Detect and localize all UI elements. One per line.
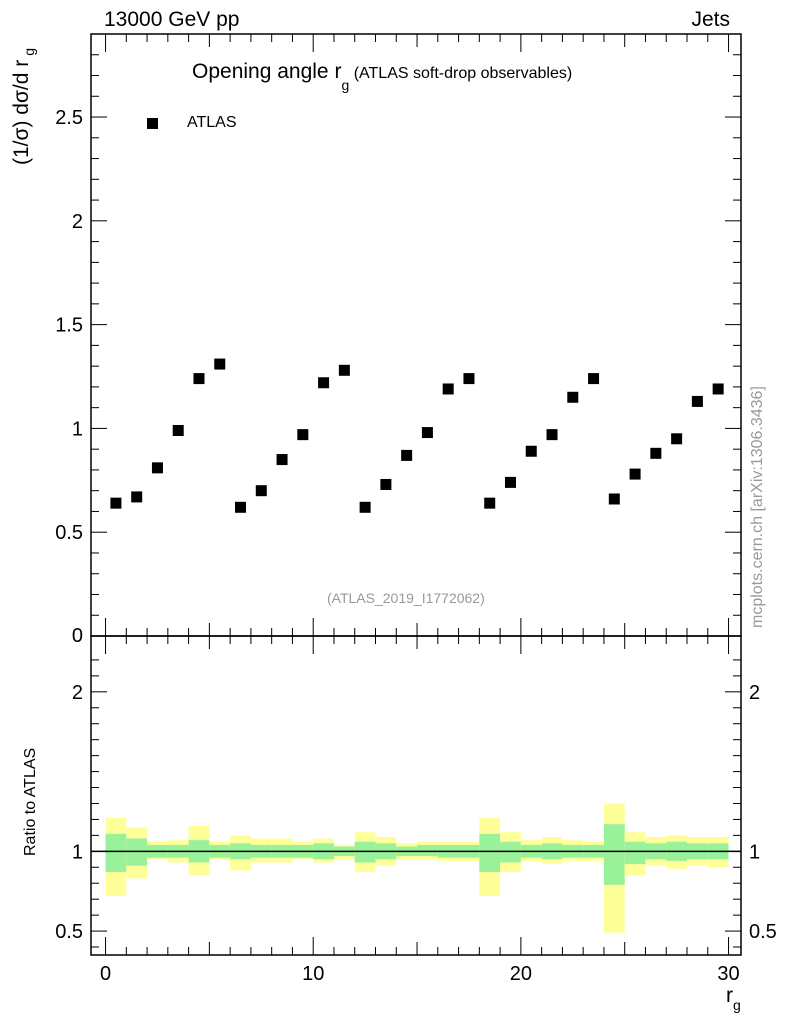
top-y-tick-label-zero: 0	[72, 625, 83, 647]
data-point-atlas	[255, 485, 267, 497]
ratio-band-inner	[105, 833, 127, 873]
ratio-band-inner	[624, 841, 646, 865]
data-point-atlas	[193, 373, 205, 385]
ratio-plot-frame	[90, 635, 742, 956]
x-axis-label: rg	[726, 984, 741, 1013]
analysis-tag: (ATLAS_2019_I1772062)	[327, 590, 485, 606]
data-point-atlas	[567, 391, 579, 403]
top-y-tick-label: 0.5	[55, 522, 83, 544]
data-point-atlas	[151, 462, 163, 474]
ratio-band-inner	[417, 844, 438, 857]
legend-marker-atlas	[147, 118, 158, 129]
ratio-band-inner	[126, 838, 148, 866]
ratio-band-inner	[603, 824, 625, 885]
data-point-atlas	[608, 493, 620, 505]
ratio-y-tick-label-right: 0.5	[749, 921, 777, 943]
data-point-atlas	[276, 454, 288, 466]
data-point-atlas	[359, 501, 371, 513]
data-point-atlas	[380, 478, 392, 490]
ratio-x-tick-label: 10	[302, 963, 324, 985]
x-axis-label-sub: g	[733, 997, 741, 1013]
data-point-atlas	[650, 447, 662, 459]
x-axis-label-main: r	[726, 984, 733, 1007]
ratio-y-axis-label: Ratio to ATLAS	[22, 747, 39, 856]
ratio-y-tick-label-left: 2	[72, 682, 83, 704]
y-axis-label-main: (1/σ) dσ/d r g	[10, 48, 37, 165]
data-point-atlas	[172, 424, 184, 436]
data-point-atlas	[318, 377, 330, 389]
data-point-atlas	[214, 358, 226, 370]
ratio-y-tick-label-right: 2	[749, 682, 760, 704]
header-left-label: 13000 GeV pp	[104, 8, 240, 31]
data-point-atlas	[484, 497, 496, 509]
ratio-x-tick-label: 20	[510, 963, 532, 985]
data-point-atlas	[671, 433, 683, 445]
plot-title-sub: g	[341, 77, 350, 93]
data-point-atlas	[712, 383, 724, 395]
ratio-band-inner	[354, 841, 376, 863]
plot-title: Opening angle rg (ATLAS soft-drop observ…	[192, 60, 573, 93]
ratio-y-tick-label-left: 1	[72, 841, 83, 863]
data-point-atlas	[338, 364, 350, 376]
data-point-atlas	[131, 491, 143, 503]
ratio-band-inner	[500, 841, 521, 863]
data-point-atlas	[504, 476, 516, 488]
data-point-atlas	[442, 383, 454, 395]
header-right-label: Jets	[691, 8, 730, 31]
y-axis-label-sub: g	[21, 47, 37, 56]
ratio-band-inner	[479, 833, 501, 873]
top-y-tick-label: 1	[72, 418, 83, 440]
side-credit-label: mcplots.cern.ch [arXiv:1306.3436]	[749, 386, 766, 628]
plot-title-main: Opening angle r	[192, 60, 342, 83]
top-y-tick-label: 1.5	[55, 315, 83, 337]
legend-label-atlas: ATLAS	[187, 114, 237, 131]
top-y-tick-label: 2.5	[55, 107, 83, 129]
top-y-tick-label: 2	[72, 211, 83, 233]
data-point-atlas	[463, 373, 475, 385]
ratio-y-tick-label-right: 1	[749, 841, 760, 863]
data-point-atlas	[629, 468, 641, 480]
data-point-atlas	[525, 445, 537, 457]
data-point-atlas	[546, 429, 558, 441]
data-point-atlas	[421, 427, 433, 439]
ratio-x-tick-label: 30	[717, 963, 739, 985]
data-point-atlas	[401, 449, 413, 461]
ratio-y-tick-label-left: 0.5	[55, 921, 83, 943]
y-axis-label-text: (1/σ) dσ/d r	[10, 59, 33, 165]
data-point-atlas	[110, 497, 122, 509]
data-point-atlas	[588, 373, 600, 385]
plot-title-suffix: (ATLAS soft-drop observables)	[353, 65, 573, 82]
ratio-x-tick-label: 0	[100, 963, 111, 985]
data-point-atlas	[691, 395, 703, 407]
data-point-atlas	[297, 429, 309, 441]
data-point-atlas	[235, 501, 247, 513]
